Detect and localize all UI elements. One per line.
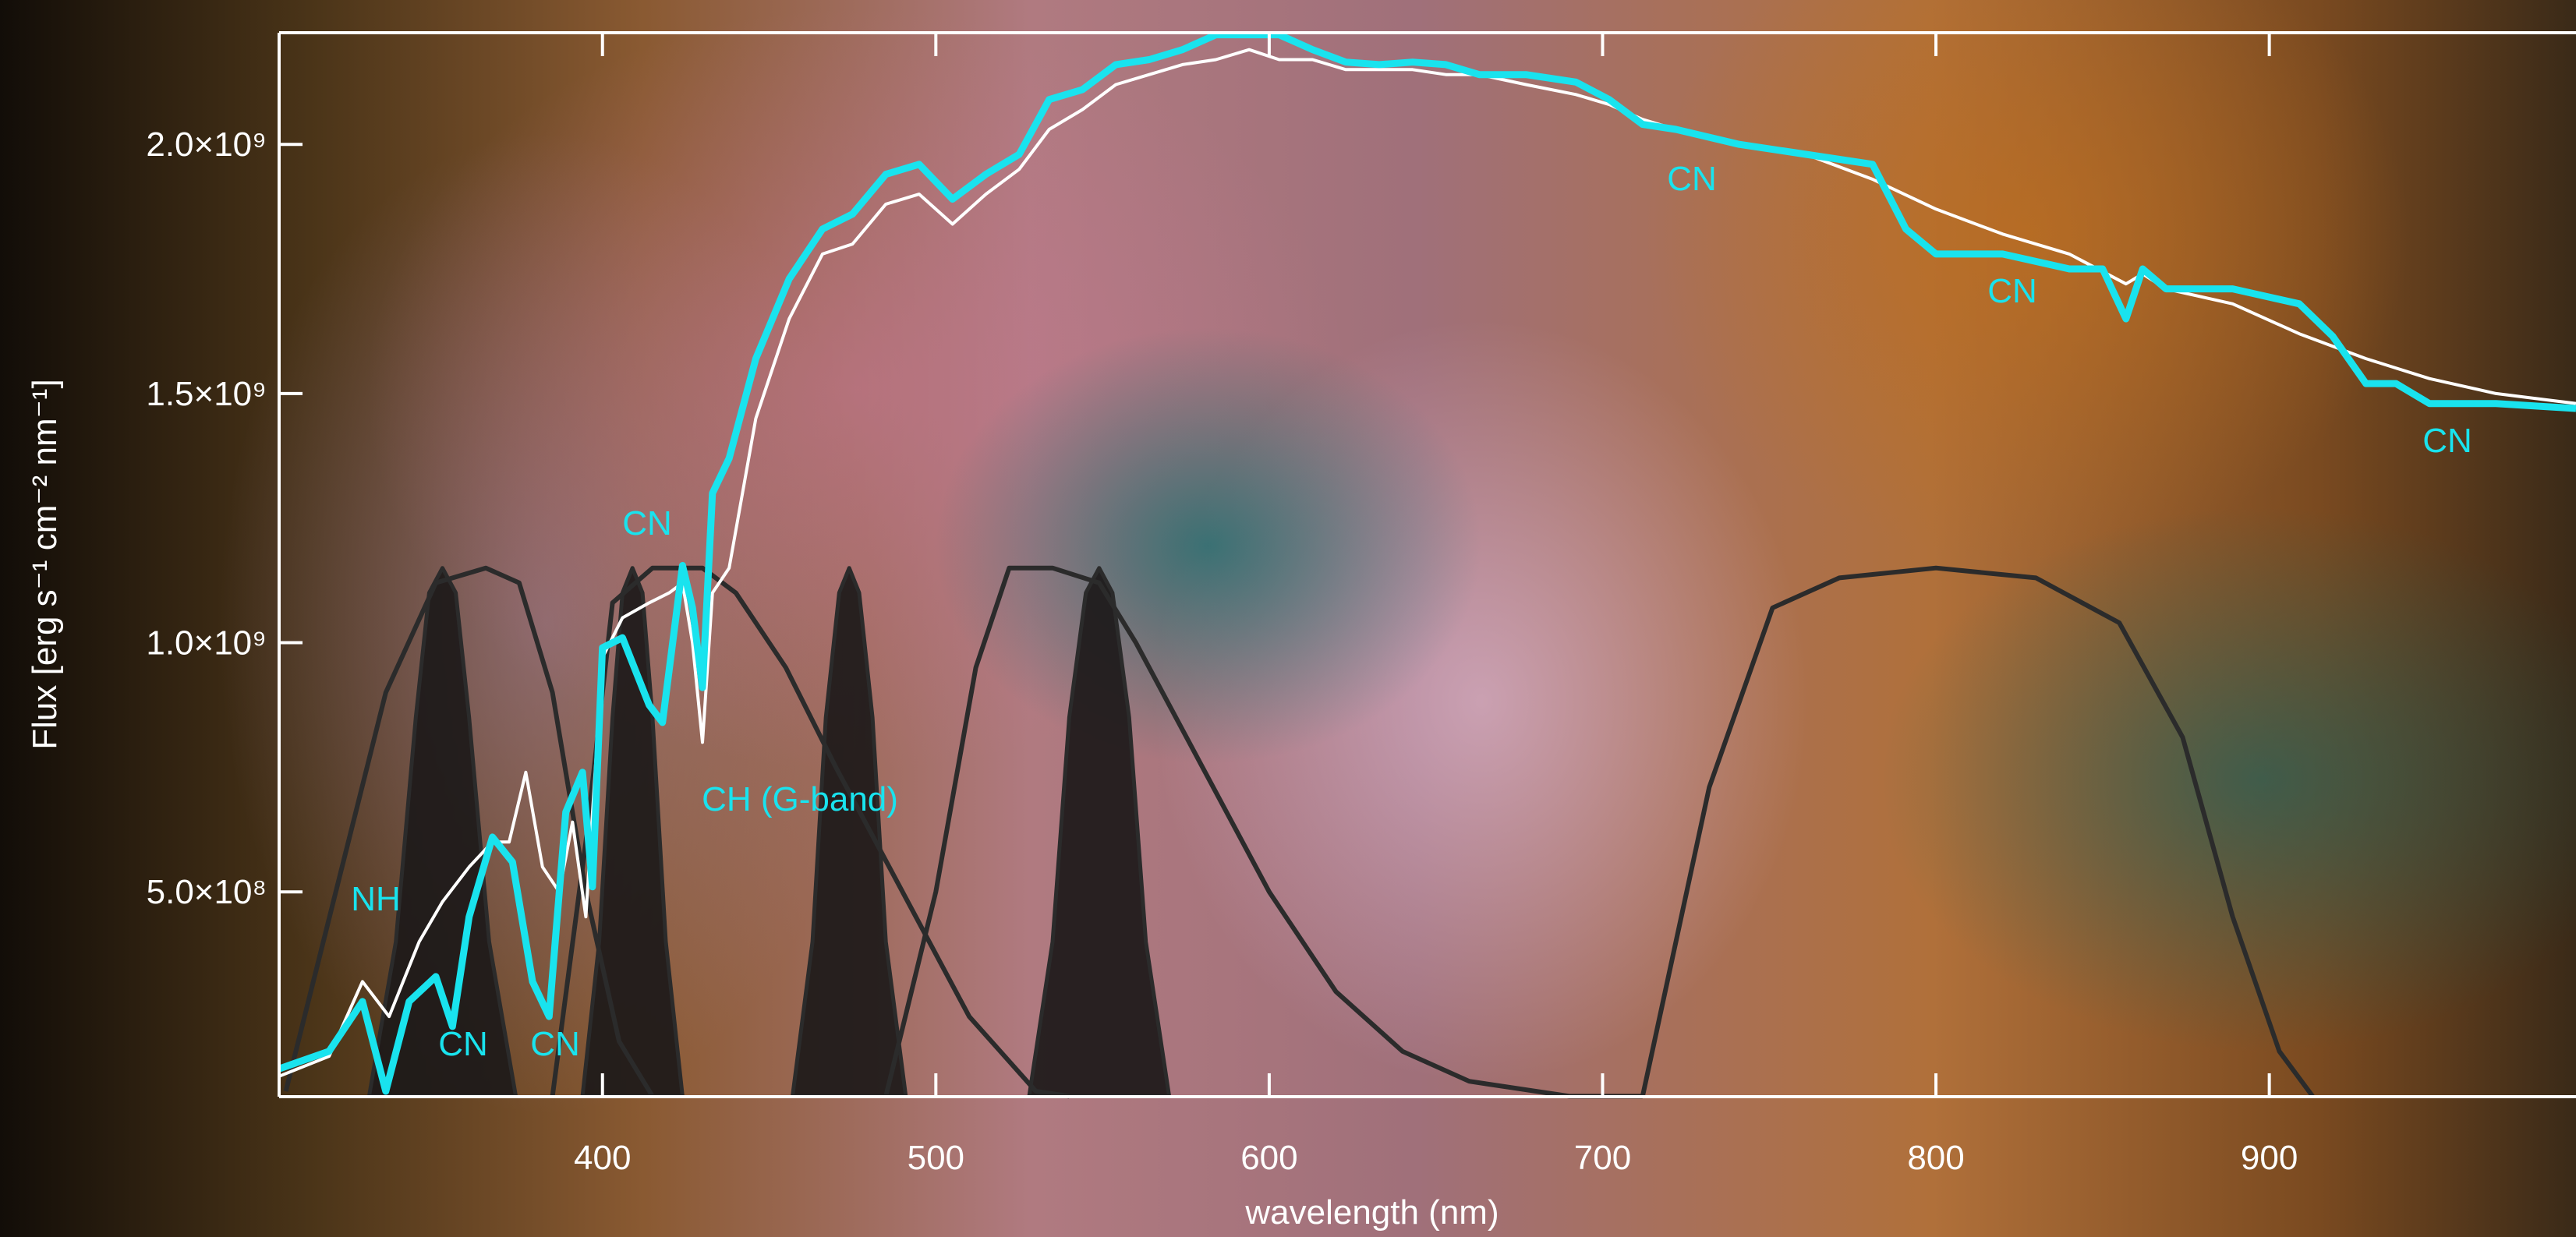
- annotation: CN: [530, 1025, 580, 1063]
- annotation: CN: [1987, 272, 2037, 310]
- annotation: CN: [622, 504, 672, 543]
- annotation: CH (G-band): [702, 780, 898, 818]
- chart: wavelength (nm) Flux [erg s⁻¹ cm⁻² nm⁻¹]…: [0, 0, 2576, 1237]
- page: wavelength (nm) Flux [erg s⁻¹ cm⁻² nm⁻¹]…: [0, 0, 2576, 1237]
- y-tick-label: 5.0×10⁸: [147, 873, 267, 911]
- annotation: CN: [1667, 160, 1717, 198]
- filter-curve: [886, 568, 1643, 1097]
- x-tick-label: 700: [1574, 1139, 1631, 1177]
- y-tick-label: 1.5×10⁹: [146, 375, 267, 413]
- annotation: CN: [2422, 422, 2472, 460]
- annotation: CN: [438, 1025, 488, 1063]
- x-tick-label: 900: [2241, 1139, 2298, 1177]
- x-tick-label: 800: [1907, 1139, 1964, 1177]
- x-tick-label: 500: [908, 1139, 964, 1177]
- x-tick-label: 600: [1240, 1139, 1297, 1177]
- y-tick-label: 2.0×10⁹: [146, 125, 267, 164]
- filter-curve: [1643, 568, 2312, 1097]
- filter-curve-filled: [1029, 568, 1169, 1097]
- x-tick-label: 400: [574, 1139, 631, 1177]
- y-tick-label: 1.0×10⁹: [146, 624, 267, 663]
- filter-curve-filled: [793, 568, 906, 1097]
- x-axis-title: wavelength (nm): [1244, 1193, 1499, 1232]
- y-axis-title: Flux [erg s⁻¹ cm⁻² nm⁻¹]: [26, 379, 64, 749]
- annotation: NH: [351, 880, 401, 918]
- filter-curve-filled: [369, 568, 515, 1097]
